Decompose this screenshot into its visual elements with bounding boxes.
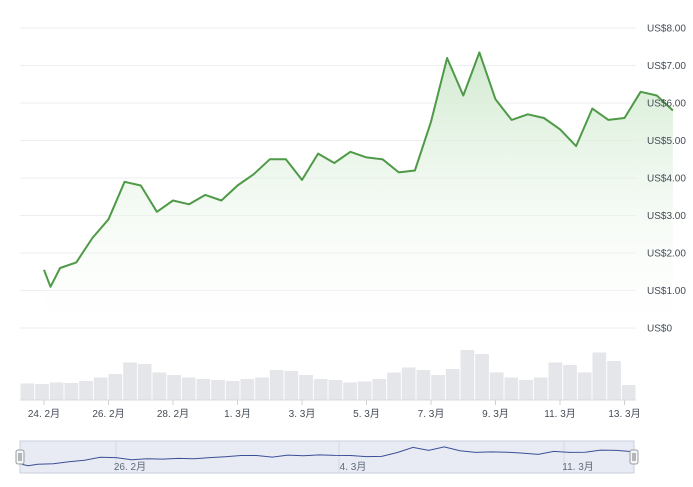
volume-bar — [548, 362, 563, 400]
volume-bar — [475, 354, 489, 400]
x-tick-label: 1. 3月 — [224, 408, 251, 420]
volume-bar — [196, 379, 211, 400]
volume-bar — [416, 370, 431, 400]
volume-bar — [20, 383, 35, 400]
volume-bar — [563, 365, 577, 400]
volume-bars — [20, 350, 636, 401]
volume-bar — [577, 372, 592, 400]
y-tick-label: US$1.00 — [647, 286, 686, 297]
volume-bar — [357, 381, 372, 400]
volume-bar — [460, 350, 475, 400]
x-axis: 24. 2月 26. 2月 28. 2月 1. 3月 3. 3月 5. 3月 7. 3月 9.… — [28, 400, 641, 420]
x-tick-label: 5. 3月 — [353, 408, 380, 420]
x-tick-label: 28. 2月 — [157, 408, 189, 420]
y-tick-label: US$2.00 — [647, 249, 686, 260]
navigator-tick-label: 11. 3月 — [562, 461, 594, 473]
range-navigator[interactable]: 26. 2月 4. 3月 11. 3月 — [15, 440, 639, 474]
volume-bar — [167, 375, 181, 400]
x-tick-label: 13. 3月 — [608, 408, 640, 420]
y-axis: US$0 US$1.00 US$2.00 US$3.00 US$4.00 US$5.00 U… — [647, 24, 686, 335]
price-area-fill — [44, 52, 673, 329]
volume-bar — [372, 379, 387, 400]
y-tick-label: US$8.00 — [647, 24, 686, 35]
volume-bar — [431, 375, 445, 400]
volume-bar — [35, 384, 49, 400]
volume-bar — [211, 380, 225, 400]
volume-bar — [401, 367, 416, 400]
navigator-tick-label: 26. 2月 — [114, 461, 146, 473]
volume-bar — [269, 370, 284, 400]
y-tick-label: US$7.00 — [647, 61, 686, 72]
volume-bar — [343, 382, 357, 400]
volume-bar — [504, 377, 519, 400]
volume-bar — [225, 381, 240, 400]
navigator-tick-label: 4. 3月 — [340, 461, 367, 473]
navigator-selected-range[interactable] — [19, 440, 635, 474]
x-tick-label: 26. 2月 — [92, 408, 124, 420]
volume-bar — [313, 379, 328, 400]
x-tick-label: 3. 3月 — [289, 408, 316, 420]
y-tick-label: US$6.00 — [647, 99, 686, 110]
price-area — [43, 51, 674, 329]
volume-bar — [255, 377, 269, 400]
volume-bar — [489, 372, 504, 400]
volume-bar — [49, 382, 64, 400]
volume-bar — [240, 379, 255, 400]
volume-bar — [592, 352, 607, 400]
volume-bar — [137, 364, 152, 400]
volume-bar — [123, 362, 137, 400]
volume-bar — [299, 375, 313, 400]
volume-bar — [445, 369, 460, 400]
navigator-left-handle[interactable] — [15, 449, 25, 465]
volume-bar — [621, 385, 636, 400]
x-tick-label: 7. 3月 — [418, 408, 445, 420]
volume-bar — [607, 361, 621, 400]
volume-bar — [533, 377, 548, 400]
volume-bar — [79, 381, 93, 400]
volume-bar — [93, 377, 108, 400]
volume-bar — [181, 377, 196, 400]
volume-bar — [284, 371, 299, 400]
volume-bar — [387, 372, 401, 400]
volume-bar — [328, 380, 343, 400]
y-tick-label: US$0 — [647, 324, 672, 335]
volume-bar — [519, 380, 533, 400]
volume-bar — [108, 374, 123, 400]
volume-bar — [64, 383, 79, 400]
y-tick-label: US$4.00 — [647, 174, 686, 185]
navigator-line — [21, 446, 633, 467]
x-tick-label: 24. 2月 — [28, 408, 60, 420]
navigator-right-handle[interactable] — [629, 449, 639, 465]
x-tick-label: 11. 3月 — [544, 408, 576, 420]
x-tick-label: 9. 3月 — [482, 408, 509, 420]
y-tick-label: US$5.00 — [647, 136, 686, 147]
y-tick-label: US$3.00 — [647, 211, 686, 222]
volume-bar — [152, 372, 167, 400]
